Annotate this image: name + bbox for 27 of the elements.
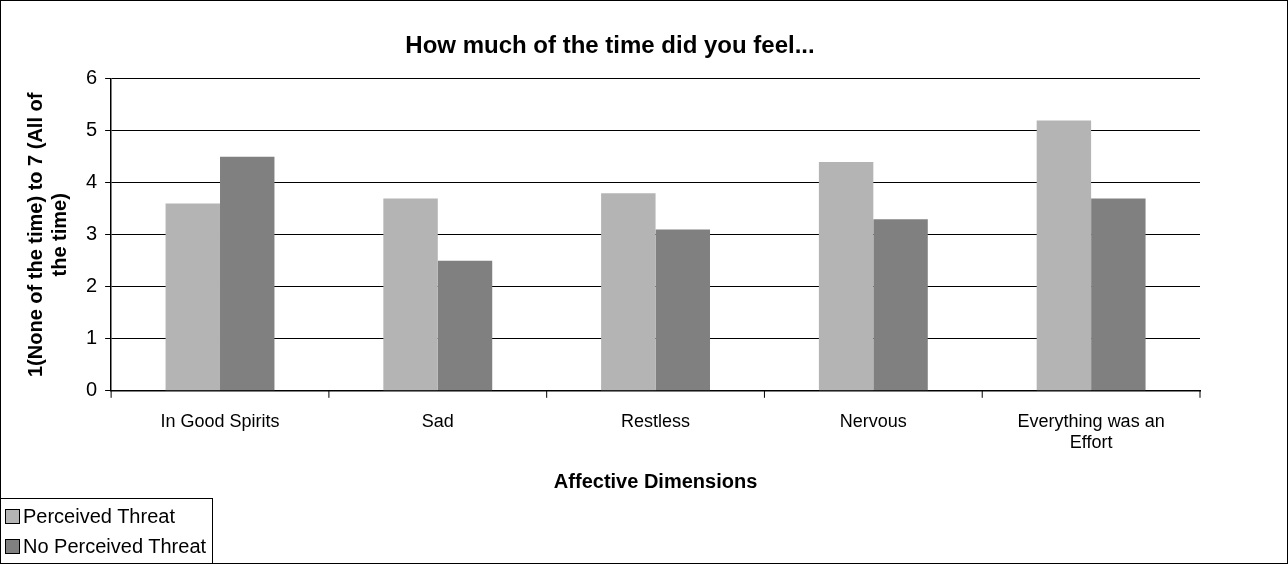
y-tick-label: 3 bbox=[86, 222, 98, 245]
bar bbox=[873, 219, 928, 391]
chart-title: How much of the time did you feel... bbox=[405, 31, 815, 59]
bar bbox=[655, 229, 711, 391]
bar bbox=[1091, 198, 1146, 391]
bar bbox=[818, 162, 874, 391]
bar bbox=[437, 260, 493, 391]
y-tick-label: 5 bbox=[86, 118, 98, 141]
y-tick-label: 2 bbox=[86, 274, 98, 297]
y-tick-label: 4 bbox=[86, 170, 98, 193]
x-tick-label: Sad bbox=[421, 410, 454, 431]
bar bbox=[383, 198, 438, 391]
x-tick-label: Nervous bbox=[839, 410, 907, 431]
legend-label: No Perceived Threat bbox=[23, 534, 207, 559]
y-axis-title: 1(None of the time) to 7 (All of the time) bbox=[23, 92, 70, 378]
bar bbox=[601, 193, 656, 391]
y-tick-label: 0 bbox=[86, 378, 98, 401]
x-tick-label: Everything was an Effort bbox=[1017, 410, 1165, 453]
y-tick-label: 6 bbox=[86, 66, 98, 89]
bar bbox=[165, 203, 221, 391]
bar bbox=[1036, 120, 1092, 391]
x-tick-label: Restless bbox=[621, 410, 691, 431]
legend-label: Perceived Threat bbox=[23, 504, 175, 529]
bar bbox=[220, 156, 275, 391]
y-tick-label: 1 bbox=[86, 326, 98, 349]
x-axis-title: Affective Dimensions bbox=[553, 469, 758, 492]
x-tick-label: In Good Spirits bbox=[160, 410, 280, 431]
